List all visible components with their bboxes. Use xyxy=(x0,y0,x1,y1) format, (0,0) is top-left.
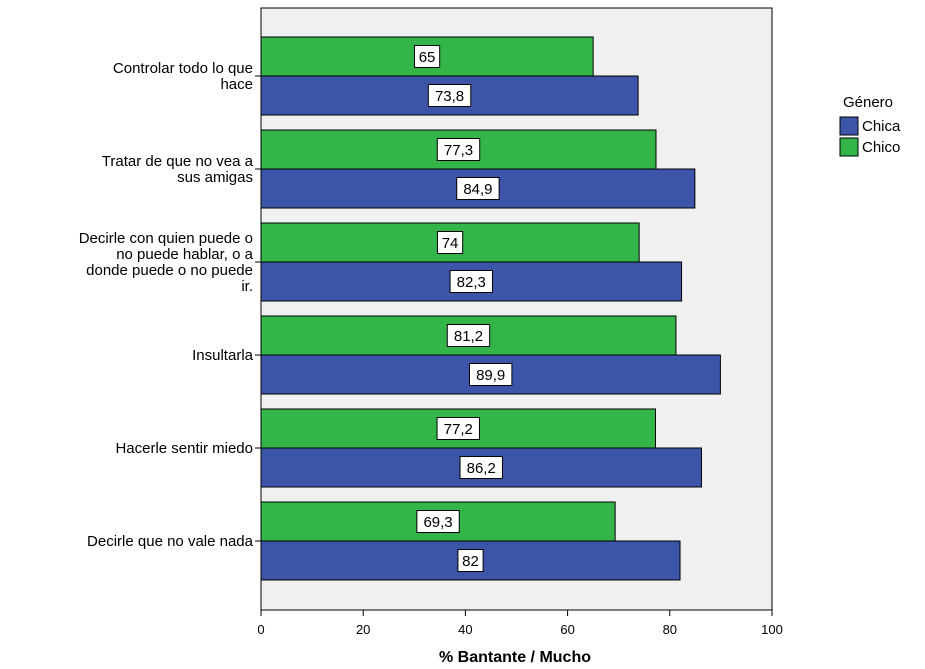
x-axis-title: % Bantante / Mucho xyxy=(439,649,591,666)
x-axis: 0 20 40 60 80 100 xyxy=(257,610,783,637)
data-label-box-chico-5 xyxy=(416,510,460,533)
x-tick-label-0: 0 xyxy=(257,622,264,637)
legend-label-chica: Chica xyxy=(862,118,901,135)
data-label-box-chico-4 xyxy=(436,417,480,440)
data-label-chico-2: 74 xyxy=(442,235,459,252)
x-tick-label-2: 40 xyxy=(458,622,472,637)
data-label-chica-0: 73,8 xyxy=(435,88,464,105)
data-label-chico-4: 77,2 xyxy=(444,421,473,438)
data-label-chica-3: 89,9 xyxy=(476,367,505,384)
data-label-box-chico-2 xyxy=(436,231,464,254)
data-label-chico-5: 69,3 xyxy=(423,514,452,531)
legend-label-chico: Chico xyxy=(862,139,900,156)
category-label-4: Hacerle sentir miedo xyxy=(115,440,253,457)
category-label-1: Tratar de que no vea a sus amigas xyxy=(102,153,254,186)
data-label-box-chico-1 xyxy=(436,138,481,161)
legend-swatch-chica xyxy=(839,116,859,136)
data-label-chica-5: 82 xyxy=(462,553,479,570)
legend: Género Chica Chico xyxy=(839,94,901,157)
category-label-2: Decirle con quien puede o no puede hablar… xyxy=(79,230,254,295)
data-label-box-chica-4 xyxy=(459,456,503,479)
category-label-3: Insultarla xyxy=(192,347,254,364)
data-label-box-chica-1 xyxy=(456,177,500,200)
data-label-chico-3: 81,2 xyxy=(454,328,483,345)
data-label-chico-0: 65 xyxy=(419,49,436,66)
bars-layer: 65 73,8 77,3 84,9 74 82,3 81,2 89,9 77,2 86,2 69,3… xyxy=(260,36,721,581)
category-labels: Controlar todo lo que hace Tratar de que n… xyxy=(79,60,261,550)
x-tick-label-4: 80 xyxy=(663,622,677,637)
category-label-0: Controlar todo lo que hace xyxy=(113,60,253,93)
x-tick-label-5: 100 xyxy=(761,622,783,637)
data-label-box-chica-2 xyxy=(449,270,493,293)
data-label-chica-1: 84,9 xyxy=(463,181,492,198)
legend-title: Género xyxy=(843,94,893,111)
data-label-chico-1: 77,3 xyxy=(444,142,473,159)
data-label-box-chica-5 xyxy=(457,549,484,572)
data-label-box-chica-3 xyxy=(468,363,513,386)
data-label-chica-2: 82,3 xyxy=(457,274,486,291)
x-tick-label-1: 20 xyxy=(356,622,370,637)
x-tick-label-3: 60 xyxy=(560,622,574,637)
legend-swatch-chico xyxy=(839,137,859,157)
category-label-5: Decirle que no vale nada xyxy=(87,533,254,550)
data-label-box-chica-0 xyxy=(427,84,472,107)
data-label-box-chico-0 xyxy=(413,45,441,68)
data-label-box-chico-3 xyxy=(446,324,491,347)
data-label-chica-4: 86,2 xyxy=(467,460,496,477)
